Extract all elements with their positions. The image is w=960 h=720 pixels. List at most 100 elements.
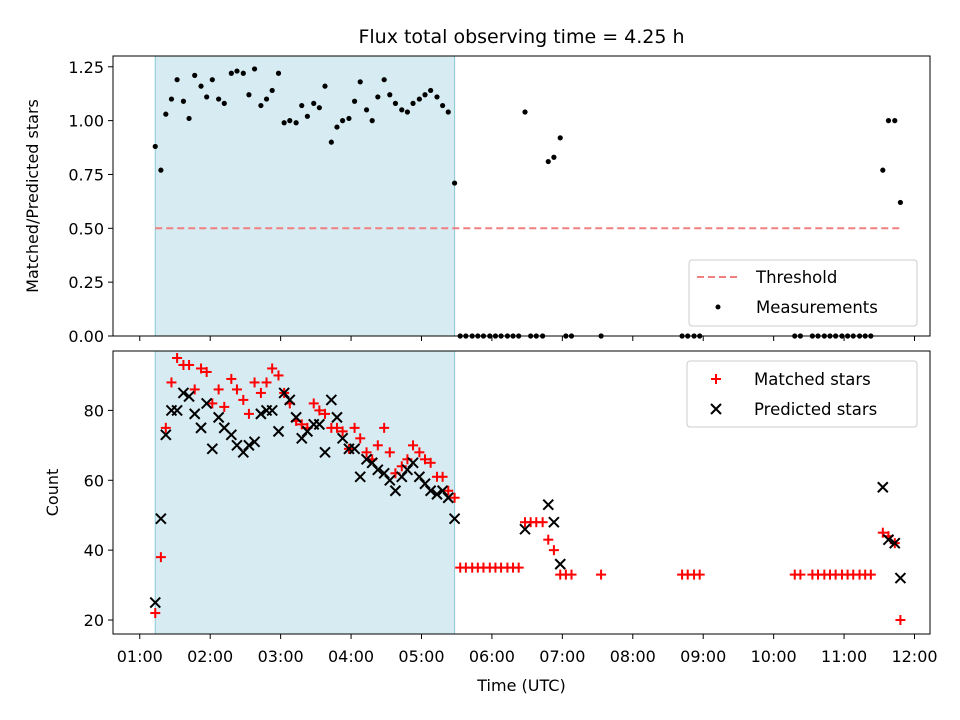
matched-star-point bbox=[207, 398, 218, 409]
x-tick-label: 05:00 bbox=[398, 647, 444, 666]
predicted-star-point bbox=[877, 481, 889, 493]
predicted-star-point bbox=[177, 387, 190, 399]
measurement-point bbox=[340, 118, 346, 124]
matched-star-point bbox=[443, 485, 454, 496]
measurement-point bbox=[440, 102, 446, 109]
matched-star-point bbox=[437, 471, 448, 482]
bottom-y-ticks: 20 40 60 80 bbox=[84, 401, 113, 630]
matched-star-point bbox=[231, 384, 242, 395]
matched-star-point bbox=[267, 363, 278, 374]
measurement-point bbox=[357, 79, 363, 85]
matched-star-point bbox=[319, 408, 330, 419]
measurement-point bbox=[351, 98, 358, 104]
x-tick-label: 10:00 bbox=[751, 647, 797, 666]
matched-star-point bbox=[566, 569, 577, 580]
predicted-star-point bbox=[431, 488, 443, 500]
measurement-point bbox=[422, 92, 428, 98]
x-tick-label: 04:00 bbox=[328, 647, 374, 666]
measurement-point bbox=[163, 111, 169, 117]
predicted-star-point bbox=[360, 453, 373, 466]
predicted-star-point bbox=[183, 390, 195, 403]
matched-star-point bbox=[296, 419, 307, 430]
predicted-star-point bbox=[200, 397, 213, 410]
measurement-point bbox=[311, 100, 317, 106]
bottom-legend: Matched stars Predicted stars bbox=[686, 360, 918, 428]
top-legend: Threshold Measurements bbox=[688, 259, 918, 327]
measurement-point bbox=[316, 105, 322, 111]
legend-predicted-marker bbox=[710, 403, 722, 415]
bottom-y-tick-label: 20 bbox=[84, 611, 104, 630]
matched-star-point bbox=[379, 422, 390, 433]
bottom-y-tick-label: 60 bbox=[84, 471, 104, 490]
measurement-point bbox=[234, 68, 240, 74]
x-tick-label: 07:00 bbox=[539, 647, 585, 666]
legend-measurements-label: Measurements bbox=[756, 298, 878, 317]
measurement-point bbox=[221, 100, 227, 106]
matched-star-point bbox=[331, 422, 342, 433]
matched-star-point bbox=[160, 422, 171, 433]
matched-star-point bbox=[795, 569, 806, 580]
measurement-point bbox=[269, 87, 275, 94]
matched-star-point bbox=[255, 387, 266, 398]
measurement-point bbox=[434, 94, 440, 100]
x-axis-label: Time (UTC) bbox=[476, 676, 565, 695]
measurement-point bbox=[892, 118, 898, 124]
bottom-observing-span bbox=[154, 350, 456, 635]
measurement-point bbox=[240, 70, 246, 76]
measurement-point bbox=[180, 98, 187, 104]
matched-star-point bbox=[337, 426, 348, 437]
measurement-point bbox=[428, 87, 434, 94]
measurement-point bbox=[410, 100, 416, 106]
measurement-point bbox=[299, 102, 305, 109]
measurement-point bbox=[304, 113, 310, 119]
measurement-point bbox=[216, 96, 222, 102]
measurement-point bbox=[416, 96, 422, 102]
predicted-star-point bbox=[225, 429, 238, 441]
measurement-point bbox=[204, 94, 210, 100]
measurement-point bbox=[381, 77, 387, 83]
predicted-star-point bbox=[384, 474, 396, 486]
measurement-point bbox=[258, 102, 264, 109]
measurement-point bbox=[363, 107, 370, 113]
bottom-x-ticks: 01:00 02:00 03:00 04:00 05:00 06:00 07:00 08:00… bbox=[117, 634, 938, 666]
measurement-point bbox=[328, 139, 334, 145]
measurement-point bbox=[152, 143, 158, 150]
predicted-star-point bbox=[243, 439, 255, 452]
x-tick-label: 03:00 bbox=[258, 647, 304, 666]
top-y-tick-label: 0.00 bbox=[68, 327, 104, 346]
predicted-star-point bbox=[160, 429, 172, 441]
measurement-point bbox=[369, 118, 375, 124]
predicted-star-point bbox=[284, 394, 296, 406]
matched-star-point bbox=[596, 569, 607, 580]
predicted-star-point bbox=[354, 471, 366, 483]
measurement-point bbox=[251, 66, 258, 72]
predicted-star-point bbox=[894, 572, 907, 584]
measurement-point bbox=[445, 109, 451, 115]
measurement-point bbox=[880, 167, 886, 173]
matched-star-point bbox=[155, 552, 166, 563]
bottom-axes-frame bbox=[112, 350, 931, 635]
measurement-point bbox=[246, 92, 252, 98]
top-y-tick-label: 1.25 bbox=[68, 58, 104, 77]
predicted-stars-points bbox=[149, 387, 907, 609]
measurement-point bbox=[334, 124, 340, 130]
x-tick-label: 12:00 bbox=[891, 647, 937, 666]
measurement-point bbox=[263, 96, 270, 102]
matched-star-point bbox=[449, 492, 460, 503]
matched-star-point bbox=[249, 377, 260, 388]
measurement-point bbox=[399, 107, 405, 113]
predicted-star-point bbox=[212, 411, 225, 424]
matched-star-point bbox=[414, 447, 425, 458]
predicted-star-point bbox=[155, 512, 167, 525]
matched-star-point bbox=[261, 377, 272, 388]
legend-threshold-label: Threshold bbox=[755, 268, 837, 287]
predicted-star-point bbox=[407, 457, 419, 469]
matched-star-point bbox=[243, 408, 254, 419]
matched-star-point bbox=[408, 440, 419, 451]
measurement-point bbox=[281, 120, 287, 126]
predicted-star-point bbox=[348, 443, 361, 455]
measurement-point bbox=[192, 72, 198, 78]
predicted-star-point bbox=[889, 537, 901, 549]
predicted-star-point bbox=[171, 404, 183, 417]
